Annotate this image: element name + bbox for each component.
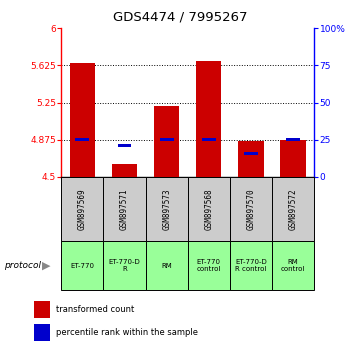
Bar: [145, 241, 188, 290]
Text: GSM897571: GSM897571: [120, 188, 129, 230]
Bar: [61, 241, 104, 290]
Bar: [34, 301, 50, 318]
Text: transformed count: transformed count: [56, 305, 135, 314]
Text: GSM897573: GSM897573: [162, 188, 171, 230]
Text: ET-770: ET-770: [70, 263, 95, 268]
Bar: [272, 241, 314, 290]
Text: RM
control: RM control: [281, 259, 305, 272]
Bar: [272, 177, 314, 241]
Bar: [188, 177, 230, 241]
Bar: [61, 177, 104, 241]
Bar: [34, 324, 50, 341]
Bar: [188, 241, 230, 290]
Bar: [286, 138, 300, 141]
Text: GSM897569: GSM897569: [78, 188, 87, 230]
Bar: [196, 61, 221, 177]
Bar: [230, 241, 272, 290]
Bar: [104, 177, 145, 241]
Bar: [230, 177, 272, 241]
Text: ET-770-D
R: ET-770-D R: [109, 259, 140, 272]
Bar: [118, 144, 131, 147]
Bar: [202, 138, 216, 141]
Bar: [160, 138, 174, 141]
Text: GSM897572: GSM897572: [288, 188, 297, 230]
Text: ET-770
control: ET-770 control: [197, 259, 221, 272]
Bar: [280, 140, 306, 177]
Bar: [244, 152, 258, 155]
Text: GSM897568: GSM897568: [204, 188, 213, 230]
Bar: [238, 141, 264, 177]
Bar: [104, 241, 145, 290]
Text: GDS4474 / 7995267: GDS4474 / 7995267: [113, 11, 248, 24]
Text: percentile rank within the sample: percentile rank within the sample: [56, 328, 199, 337]
Text: GSM897570: GSM897570: [247, 188, 255, 230]
Bar: [112, 164, 137, 177]
Text: ▶: ▶: [42, 261, 50, 270]
Bar: [154, 105, 179, 177]
Bar: [75, 138, 90, 141]
Bar: [145, 177, 188, 241]
Text: ET-770-D
R control: ET-770-D R control: [235, 259, 267, 272]
Bar: [70, 63, 95, 177]
Text: RM: RM: [161, 263, 172, 268]
Text: protocol: protocol: [4, 261, 40, 270]
